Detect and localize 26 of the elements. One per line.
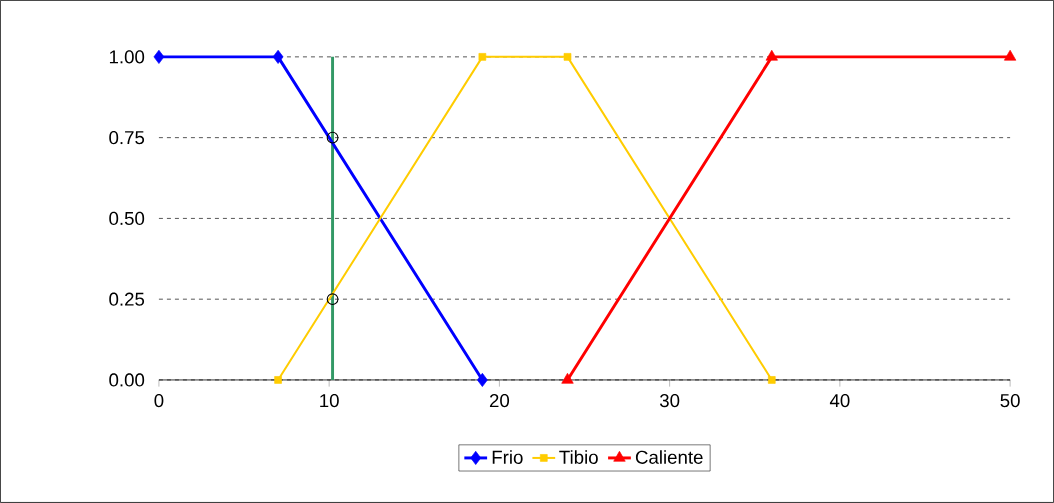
- point: [272, 49, 284, 64]
- y-tick-label: 1.00: [109, 50, 145, 64]
- point: [765, 49, 778, 61]
- y-tick-label: 0.25: [109, 292, 145, 306]
- point: [561, 373, 574, 384]
- y-tick-label: 0.00: [109, 373, 145, 387]
- point: [767, 376, 776, 384]
- y-tick-label: 0.50: [109, 211, 145, 226]
- point: [1004, 49, 1017, 61]
- point: [153, 49, 165, 64]
- legend-label: Tibio: [559, 450, 598, 464]
- x-tick-label: 40: [829, 394, 850, 408]
- legend-label: Caliente: [635, 450, 703, 464]
- point: [326, 131, 339, 144]
- x-tick-label: 10: [320, 394, 339, 408]
- y-tick-label: 0.75: [109, 131, 145, 145]
- point: [477, 373, 488, 388]
- legend-label: Frio: [492, 450, 523, 464]
- point: [563, 53, 572, 61]
- point: [478, 53, 487, 61]
- point: [274, 376, 282, 384]
- x-tick-label: 0: [154, 394, 164, 408]
- x-tick-label: 20: [489, 394, 510, 408]
- x-tick-label: 50: [1000, 394, 1020, 408]
- point: [326, 293, 339, 306]
- x-tick-label: 30: [659, 394, 680, 408]
